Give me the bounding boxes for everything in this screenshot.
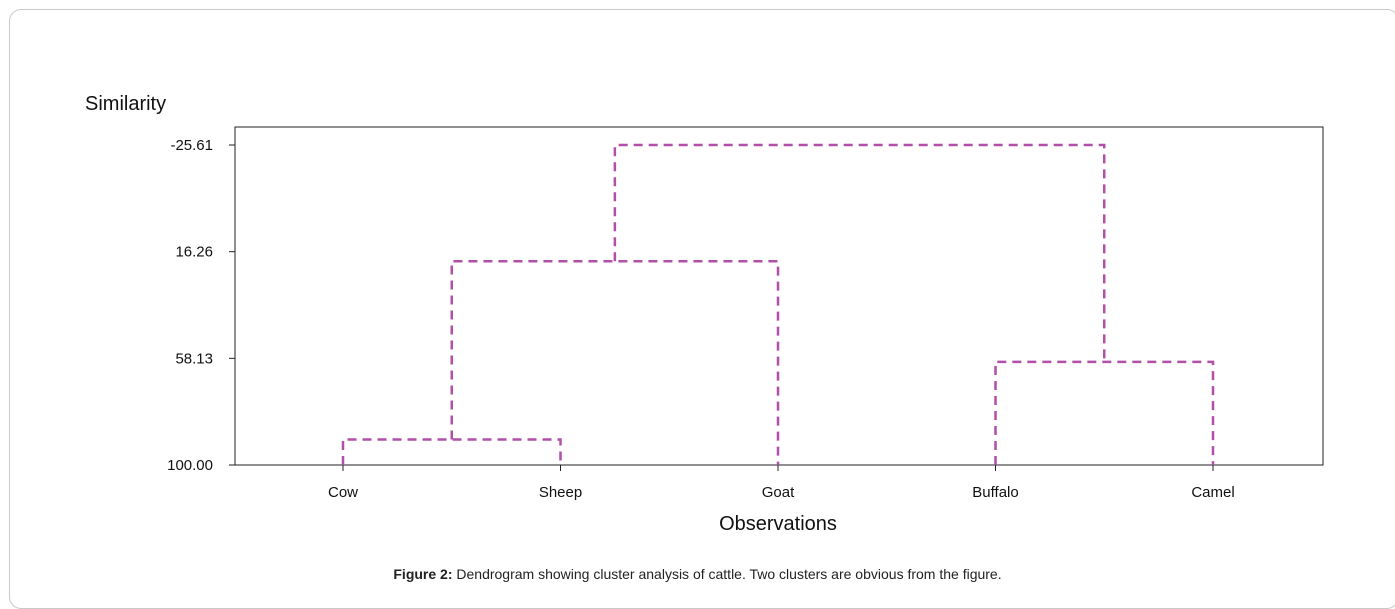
y-tick-label: 58.13	[175, 350, 213, 367]
y-tick-label: 100.00	[167, 457, 213, 474]
leaf-label: Camel	[1191, 484, 1234, 501]
dendrogram-link	[613, 143, 1106, 362]
y-axis-label: Similarity	[85, 93, 166, 115]
caption-label: Figure 2:	[393, 566, 453, 582]
plot-area	[234, 126, 1324, 466]
leaf-label: Goat	[762, 484, 795, 501]
leaf-label: Sheep	[539, 484, 582, 501]
dendrogram-link	[994, 360, 1215, 465]
leaf-label: Cow	[328, 484, 358, 501]
figure-caption: Figure 2: Dendrogram showing cluster ana…	[0, 566, 1395, 582]
dendrogram-link	[341, 438, 562, 465]
x-axis-label: Observations	[719, 513, 837, 535]
y-tick-label: 16.26	[175, 244, 213, 261]
dendrogram-chart: Similarity Observations -25.61 16.26 58.13…	[85, 93, 1324, 535]
caption-text: Dendrogram showing cluster analysis of c…	[452, 566, 1002, 582]
y-tick-label: -25.61	[170, 137, 213, 154]
dendrogram-link	[450, 259, 780, 465]
leaf-label: Buffalo	[972, 484, 1018, 501]
